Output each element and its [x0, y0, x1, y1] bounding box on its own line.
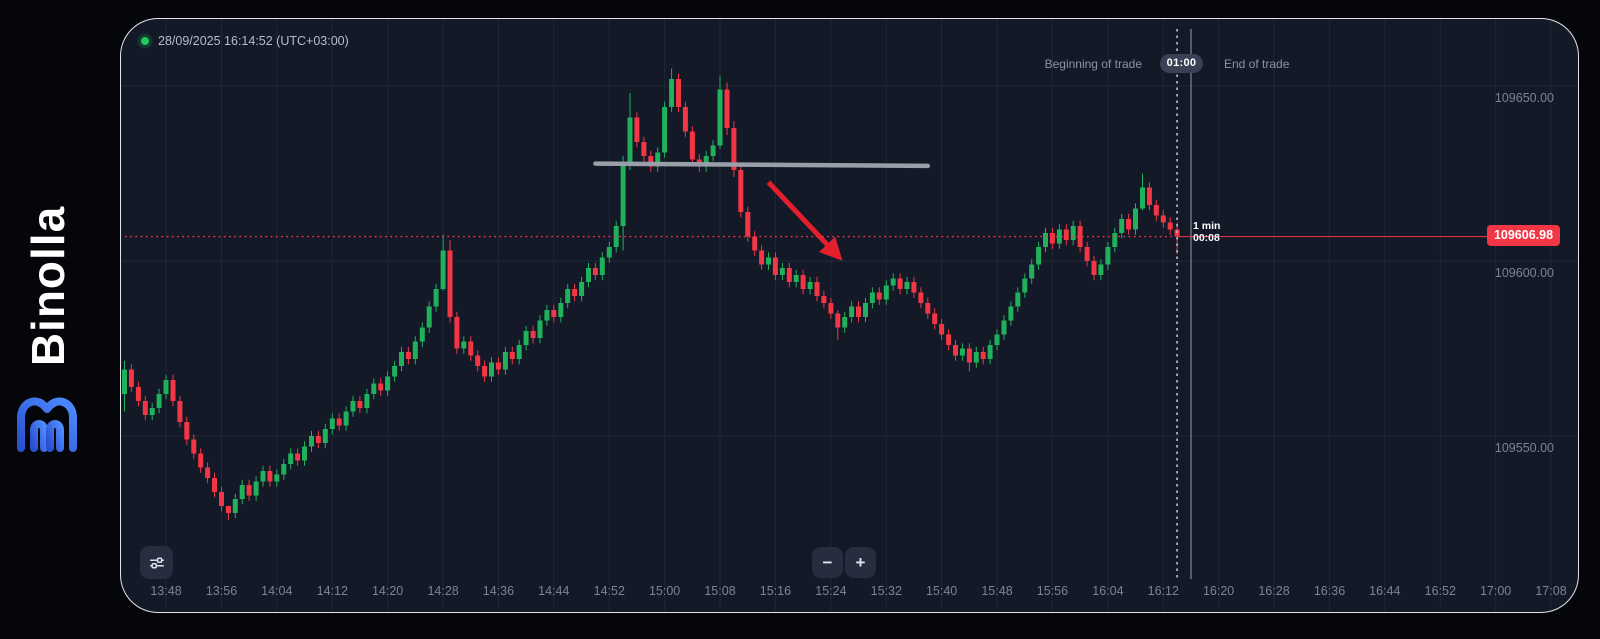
price-axis-label: 109650.00 [1494, 91, 1554, 105]
time-axis-label: 16:20 [1202, 584, 1235, 598]
time-axis-label: 14:36 [482, 584, 515, 598]
time-axis-label: 16:04 [1092, 584, 1124, 598]
time-axis-label: 15:56 [1036, 584, 1069, 598]
time-axis-label: 14:20 [371, 584, 404, 598]
time-axis-label: 15:08 [704, 584, 736, 598]
time-axis-label: 14:28 [427, 584, 459, 598]
binolla-logo-icon [17, 397, 77, 452]
trade-marker-info: 1 min 00:08 [1193, 220, 1220, 244]
gridlines [121, 19, 1577, 611]
time-axis-label: 16:52 [1424, 584, 1456, 598]
time-axis-label: 15:00 [648, 584, 681, 598]
time-axis-label: 16:12 [1147, 584, 1179, 598]
beginning-of-trade-label: Beginning of trade [1044, 57, 1142, 71]
price-axis-label: 109550.00 [1494, 441, 1554, 455]
market-status-icon [141, 37, 149, 45]
chart-timestamp: 28/09/2025 16:14:52 (UTC+03:00) [158, 34, 349, 48]
time-axis-label: 13:56 [205, 584, 238, 598]
time-axis-label: 16:36 [1313, 584, 1346, 598]
zoom-out-button[interactable]: − [812, 547, 843, 578]
time-axis-label: 16:28 [1258, 584, 1290, 598]
brand-strip: Binolla [0, 0, 120, 639]
time-axis-label: 14:52 [593, 584, 625, 598]
end-of-trade-label: End of trade [1224, 57, 1290, 71]
time-axis-label: 15:16 [759, 584, 792, 598]
sliders-icon [149, 556, 164, 569]
candles-layer [122, 68, 1180, 520]
time-axis-label: 15:32 [870, 584, 902, 598]
zoom-controls: − + [812, 547, 876, 578]
time-axis-label: 14:12 [316, 584, 348, 598]
time-axis-label: 15:24 [815, 584, 847, 598]
time-axis-label: 15:40 [925, 584, 958, 598]
time-axis-label: 14:44 [538, 584, 570, 598]
time-axis-label: 13:48 [150, 584, 182, 598]
countdown-label: 00:08 [1193, 232, 1220, 244]
trade-duration-badge: 01:00 [1160, 54, 1203, 73]
zoom-in-button[interactable]: + [845, 547, 876, 578]
chart-canvas[interactable] [121, 19, 1577, 611]
resistance-trendline[interactable] [593, 161, 931, 169]
breakdown-arrow[interactable] [766, 180, 843, 261]
price-axis-label: 109600.00 [1494, 266, 1554, 280]
time-axis-label: 17:08 [1535, 584, 1567, 598]
interval-label: 1 min [1193, 220, 1221, 232]
time-axis-label: 16:44 [1369, 584, 1401, 598]
chart-settings-button[interactable] [140, 546, 173, 579]
time-axis-label: 17:00 [1479, 584, 1512, 598]
status-row: 28/09/2025 16:14:52 (UTC+03:00) [141, 34, 349, 48]
current-price-tag: 109606.98 [1487, 225, 1560, 246]
time-axis-label: 14:04 [261, 584, 293, 598]
brand-name: Binolla [22, 205, 74, 367]
time-axis-label: 15:48 [981, 584, 1013, 598]
chart-panel: 28/09/2025 16:14:52 (UTC+03:00) Beginnin… [120, 18, 1579, 613]
